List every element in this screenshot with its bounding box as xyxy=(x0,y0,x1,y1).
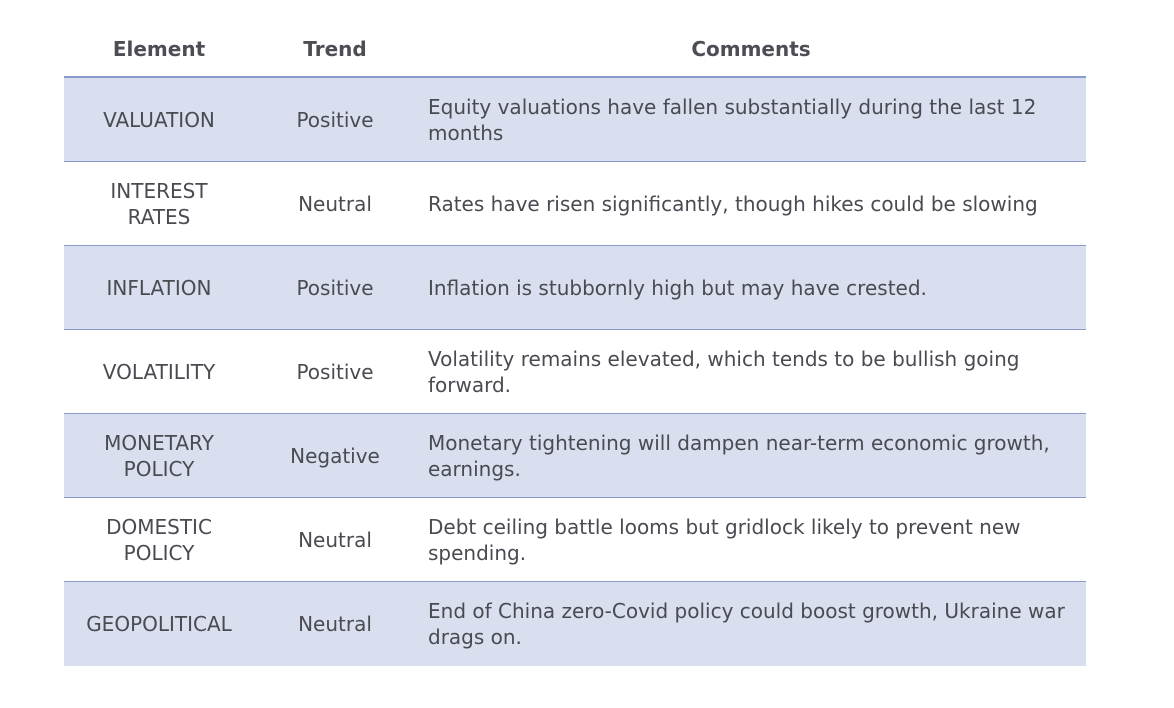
header-element: Element xyxy=(112,37,206,61)
table-row: INTEREST RATES Neutral Rates have risen … xyxy=(64,162,1086,246)
row-element: GEOPOLITICAL xyxy=(86,612,232,636)
table-row: GEOPOLITICAL Neutral End of China zero-C… xyxy=(64,582,1086,666)
row-comment: End of China zero-Covid policy could boo… xyxy=(428,599,1065,649)
header-comments: Comments xyxy=(691,37,811,61)
row-trend: Neutral xyxy=(298,612,372,636)
row-comment: Rates have risen significantly, though h… xyxy=(428,191,1038,216)
table-row: DOMESTIC POLICY Neutral Debt ceiling bat… xyxy=(64,498,1086,582)
table-row: VALUATION Positive Equity valuations hav… xyxy=(64,78,1086,162)
row-comment: Inflation is stubbornly high but may hav… xyxy=(428,275,927,300)
row-element: MONETARY POLICY xyxy=(104,430,214,481)
row-trend: Positive xyxy=(296,359,374,384)
row-trend: Neutral xyxy=(298,191,372,216)
row-element: VALUATION xyxy=(103,107,215,132)
row-comment: Debt ceiling battle looms but gridlock l… xyxy=(428,514,1021,565)
row-comment: Equity valuations have fallen substantia… xyxy=(428,94,1037,145)
outlook-table: Element Trend Comments VALUATION Positiv… xyxy=(64,22,1086,666)
row-trend: Positive xyxy=(296,275,374,300)
row-trend: Neutral xyxy=(298,527,372,552)
table-header: Element Trend Comments xyxy=(64,22,1086,78)
row-comment: Monetary tightening will dampen near-ter… xyxy=(428,430,1050,481)
header-trend: Trend xyxy=(303,37,367,61)
table-row: VOLATILITY Positive Volatility remains e… xyxy=(64,330,1086,414)
row-element: VOLATILITY xyxy=(102,359,216,384)
table-row: INFLATION Positive Inflation is stubborn… xyxy=(64,246,1086,330)
row-comment: Volatility remains elevated, which tends… xyxy=(428,346,1020,397)
row-element: INFLATION xyxy=(106,275,212,300)
row-element: DOMESTIC POLICY xyxy=(106,514,212,565)
row-element: INTEREST RATES xyxy=(110,178,208,229)
table-row: MONETARY POLICY Negative Monetary tighte… xyxy=(64,414,1086,498)
row-trend: Negative xyxy=(290,443,380,468)
row-trend: Positive xyxy=(296,107,374,132)
